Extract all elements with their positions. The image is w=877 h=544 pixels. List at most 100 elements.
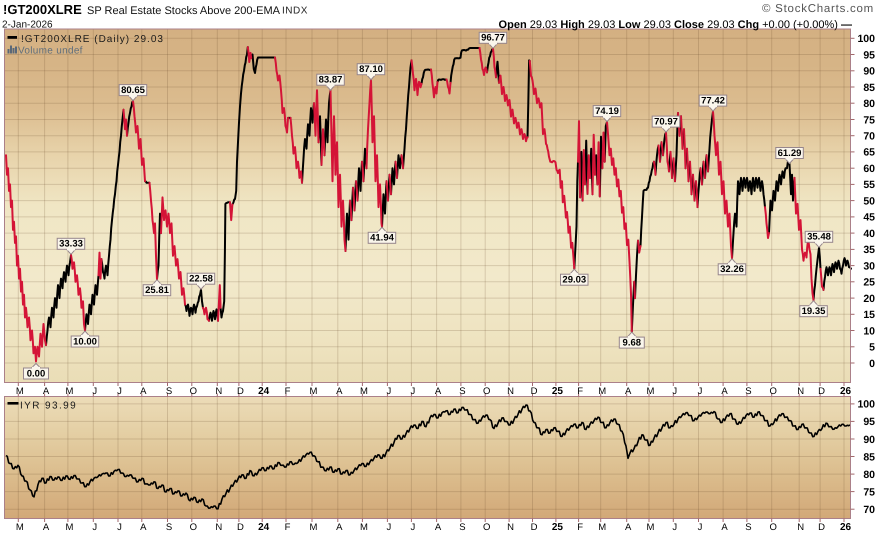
svg-text:J: J (92, 386, 97, 397)
svg-text:50: 50 (863, 195, 875, 207)
svg-text:J: J (117, 522, 122, 533)
svg-text:S: S (745, 386, 751, 397)
svg-text:© StockCharts.com: © StockCharts.com (762, 3, 874, 15)
svg-text:26: 26 (840, 522, 852, 533)
svg-text:9.68: 9.68 (623, 338, 642, 349)
svg-text:87.10: 87.10 (359, 64, 383, 75)
svg-text:A: A (435, 386, 442, 397)
svg-text:74.19: 74.19 (595, 106, 619, 117)
svg-text:S: S (166, 522, 172, 533)
svg-text:M: M (65, 522, 73, 533)
svg-text:!GT200XLRE (Daily) 29.03: !GT200XLRE (Daily) 29.03 (21, 34, 164, 45)
svg-text:A: A (721, 386, 728, 397)
svg-text:95: 95 (863, 49, 875, 61)
svg-text:D: D (818, 522, 825, 533)
svg-text:O: O (483, 386, 490, 397)
svg-text:O: O (770, 522, 777, 533)
svg-text:0: 0 (869, 358, 875, 370)
svg-text:M: M (598, 522, 606, 533)
svg-text:IYR 93.99: IYR 93.99 (20, 401, 77, 412)
svg-text:A: A (336, 522, 343, 533)
svg-text:25.81: 25.81 (145, 285, 169, 296)
svg-text:85: 85 (863, 82, 875, 94)
svg-text:D: D (237, 522, 244, 533)
svg-text:75: 75 (863, 114, 875, 126)
svg-text:55: 55 (863, 179, 875, 191)
svg-text:75: 75 (863, 486, 875, 498)
svg-text:A: A (43, 522, 50, 533)
svg-text:85: 85 (863, 451, 875, 463)
svg-text:Open 29.03 High 29.03 Low 29.0: Open 29.03 High 29.03 Low 29.03 Close 29… (499, 19, 852, 31)
svg-text:M: M (360, 522, 368, 533)
svg-text:26: 26 (840, 386, 852, 397)
svg-text:30: 30 (863, 260, 875, 272)
svg-text:M: M (65, 386, 73, 397)
svg-text:A: A (140, 522, 147, 533)
svg-text:45: 45 (863, 212, 875, 224)
svg-text:95: 95 (863, 416, 875, 428)
svg-text:41.94: 41.94 (370, 233, 394, 244)
svg-text:A: A (625, 386, 632, 397)
svg-text:F: F (285, 522, 291, 533)
svg-text:J: J (387, 522, 392, 533)
svg-text:SP Real Estate Stocks Above 20: SP Real Estate Stocks Above 200-EMA (87, 5, 281, 17)
svg-text:83.87: 83.87 (319, 75, 343, 86)
svg-text:J: J (698, 386, 703, 397)
svg-text:N: N (215, 522, 222, 533)
svg-text:Volume undef: Volume undef (18, 46, 83, 57)
svg-text:N: N (507, 386, 514, 397)
svg-text:S: S (745, 522, 751, 533)
svg-text:96.77: 96.77 (481, 33, 505, 44)
svg-text:S: S (459, 522, 465, 533)
svg-text:D: D (818, 386, 825, 397)
svg-text:60: 60 (863, 163, 875, 175)
svg-text:A: A (140, 386, 147, 397)
svg-text:S: S (459, 386, 465, 397)
svg-text:J: J (411, 522, 416, 533)
svg-text:70.97: 70.97 (654, 117, 678, 128)
svg-text:25: 25 (552, 522, 564, 533)
svg-text:D: D (531, 522, 538, 533)
svg-text:N: N (797, 386, 804, 397)
svg-text:N: N (797, 522, 804, 533)
svg-text:80: 80 (863, 98, 875, 110)
svg-text:A: A (43, 386, 50, 397)
svg-text:J: J (117, 386, 122, 397)
svg-text:33.33: 33.33 (59, 239, 83, 250)
svg-text:20: 20 (863, 293, 875, 305)
svg-text:90: 90 (863, 66, 875, 78)
svg-text:O: O (190, 386, 197, 397)
svg-text:F: F (577, 522, 583, 533)
svg-text:25: 25 (552, 386, 564, 397)
svg-text:2-Jan-2026: 2-Jan-2026 (2, 20, 53, 31)
svg-text:J: J (92, 522, 97, 533)
svg-text:90: 90 (863, 434, 875, 446)
svg-text:A: A (435, 522, 442, 533)
svg-text:O: O (483, 522, 490, 533)
svg-text:0.00: 0.00 (27, 368, 46, 379)
svg-text:100: 100 (857, 33, 875, 45)
svg-text:M: M (647, 386, 655, 397)
svg-text:80: 80 (863, 469, 875, 481)
svg-text:70: 70 (863, 504, 875, 516)
svg-text:N: N (215, 386, 222, 397)
svg-text:32.26: 32.26 (720, 264, 744, 275)
svg-text:24: 24 (258, 386, 270, 397)
svg-text:M: M (360, 386, 368, 397)
svg-text:D: D (531, 386, 538, 397)
svg-text:10.00: 10.00 (73, 336, 97, 347)
svg-text:M: M (647, 522, 655, 533)
svg-text:M: M (16, 522, 24, 533)
svg-text:80.65: 80.65 (121, 85, 145, 96)
svg-text:5: 5 (869, 342, 875, 354)
svg-text:!GT200XLRE: !GT200XLRE (3, 2, 82, 17)
svg-text:J: J (698, 522, 703, 533)
svg-text:25: 25 (863, 277, 875, 289)
svg-text:N: N (507, 522, 514, 533)
svg-text:O: O (770, 386, 777, 397)
svg-text:100: 100 (857, 399, 875, 411)
svg-text:M: M (310, 522, 318, 533)
svg-text:S: S (166, 386, 172, 397)
svg-text:61.29: 61.29 (778, 148, 802, 159)
svg-text:70: 70 (863, 131, 875, 143)
